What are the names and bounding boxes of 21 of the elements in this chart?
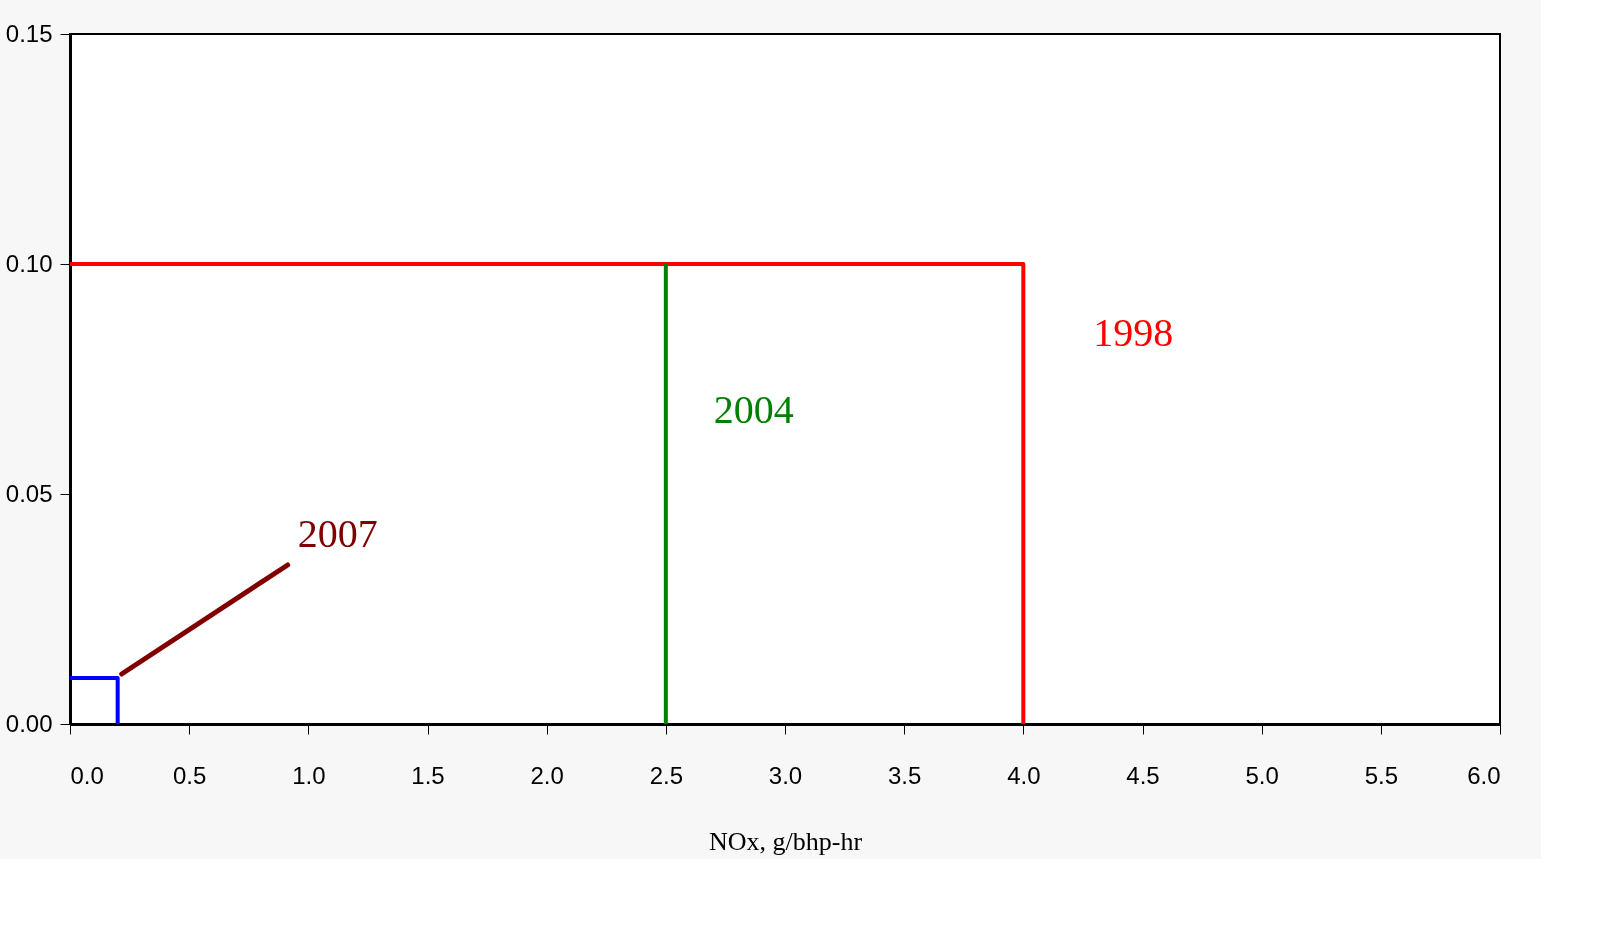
x-tick-label: 6.0 bbox=[1467, 761, 1501, 789]
x-tick-label: 5.5 bbox=[1364, 761, 1399, 789]
x-tick-label: 1.5 bbox=[411, 761, 445, 789]
y-tick-label: 0.00 bbox=[5, 709, 53, 737]
text: 2007 bbox=[297, 511, 378, 556]
y-tick-label: 0.05 bbox=[5, 479, 53, 507]
x-axis-title: NOx, g/bhp-hr bbox=[708, 826, 863, 856]
x-tick-label: 4.5 bbox=[1126, 761, 1160, 789]
x-tick-label: 1.0 bbox=[292, 761, 326, 789]
x-tick-label: 3.5 bbox=[887, 761, 922, 789]
y-tick-label: 0.10 bbox=[5, 249, 53, 277]
x-tick-label: 5.0 bbox=[1245, 761, 1279, 789]
y-tick-label: 0.15 bbox=[5, 19, 53, 47]
x-tick-label: 3.0 bbox=[768, 761, 803, 789]
series-label: 2004 bbox=[713, 387, 794, 432]
x-tick-label: 0.0 bbox=[70, 761, 104, 789]
x-tick-label: 2.5 bbox=[649, 761, 684, 789]
x-tick-label: 2.0 bbox=[530, 761, 564, 789]
x-tick-label: 0.5 bbox=[172, 761, 207, 789]
series-label: 1998 bbox=[1093, 310, 1174, 355]
x-tick-label: 4.0 bbox=[1007, 761, 1041, 789]
